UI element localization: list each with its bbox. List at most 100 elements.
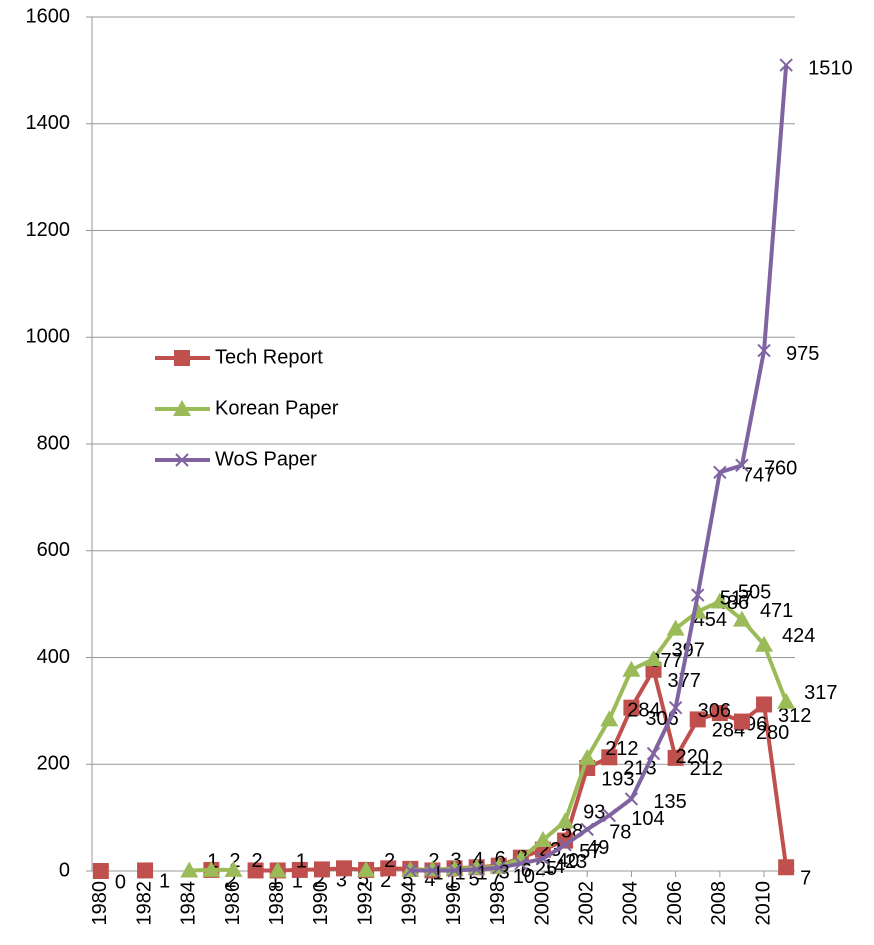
data-label: 505 xyxy=(738,582,771,604)
y-tick-label: 400 xyxy=(37,646,70,668)
marker xyxy=(777,692,796,709)
marker xyxy=(779,58,793,72)
marker xyxy=(580,822,594,837)
x-tick-label: 1988 xyxy=(266,881,288,926)
data-label: 517 xyxy=(720,587,753,609)
data-label: 1 xyxy=(454,863,465,885)
data-label: 3 xyxy=(336,870,347,892)
data-label: 2 xyxy=(225,870,236,892)
data-label: 135 xyxy=(653,791,686,813)
legend-label: Tech Report xyxy=(215,346,323,368)
legend-label: Korean Paper xyxy=(215,397,339,419)
marker xyxy=(403,863,418,878)
data-label: 280 xyxy=(756,722,789,744)
marker xyxy=(357,860,376,877)
data-label: 5 xyxy=(469,869,480,891)
x-tick-label: 2002 xyxy=(575,881,597,926)
x-tick-label: 2010 xyxy=(752,881,774,926)
data-label: 2 xyxy=(251,850,262,872)
data-label: 14 xyxy=(543,856,565,878)
x-tick-label: 1992 xyxy=(354,881,376,926)
x-tick-label: 1996 xyxy=(443,881,465,926)
series-line xyxy=(410,64,789,873)
data-label: 1 xyxy=(446,871,457,893)
data-label: 220 xyxy=(676,746,709,768)
data-label: 212 xyxy=(690,758,723,780)
data-label: 0 xyxy=(115,871,126,893)
marker xyxy=(691,588,705,602)
marker xyxy=(291,861,308,878)
marker xyxy=(492,861,506,875)
data-label: 4 xyxy=(473,849,484,871)
marker xyxy=(558,838,572,852)
data-label: 2 xyxy=(314,870,325,892)
data-label: 6 xyxy=(521,860,532,882)
marker xyxy=(578,748,597,765)
data-label: 1 xyxy=(270,871,281,893)
x-tick-label: 1982 xyxy=(133,881,155,926)
data-label: 1510 xyxy=(808,57,853,79)
marker xyxy=(646,746,661,761)
data-label: 2 xyxy=(384,850,395,872)
marker xyxy=(447,863,462,878)
marker xyxy=(380,860,397,877)
data-label: 1 xyxy=(296,851,307,873)
marker xyxy=(622,660,641,677)
y-tick-label: 1600 xyxy=(26,5,71,27)
data-label: 10 xyxy=(513,866,535,888)
data-label: 1 xyxy=(207,851,218,873)
data-label: 4 xyxy=(424,869,435,891)
x-tick-label: 2000 xyxy=(531,881,553,926)
data-label: 760 xyxy=(764,458,797,480)
legend-label: WoS Paper xyxy=(215,448,317,470)
marker xyxy=(667,749,684,766)
marker xyxy=(180,861,199,878)
marker xyxy=(735,458,749,473)
x-tick-label: 1984 xyxy=(178,881,200,926)
marker xyxy=(556,812,575,829)
data-label: 377 xyxy=(649,650,682,672)
y-tick-label: 200 xyxy=(37,753,70,775)
marker xyxy=(713,465,727,479)
marker xyxy=(689,711,706,728)
data-label: 23 xyxy=(565,851,587,873)
marker xyxy=(624,792,639,806)
data-label: 1 xyxy=(292,871,303,893)
x-tick-label: 2004 xyxy=(620,881,642,926)
data-label: 377 xyxy=(668,670,701,692)
data-label: 78 xyxy=(609,822,631,844)
data-label: 284 xyxy=(627,700,660,722)
marker xyxy=(268,861,287,878)
marker xyxy=(469,862,484,877)
marker xyxy=(732,610,751,627)
marker xyxy=(644,650,663,667)
data-label: 2 xyxy=(428,850,439,872)
x-tick-label: 1980 xyxy=(89,881,111,926)
marker xyxy=(173,400,191,416)
y-tick-label: 1000 xyxy=(26,326,71,348)
data-label: 1 xyxy=(159,871,170,893)
x-tick-label: 1994 xyxy=(399,881,421,926)
marker xyxy=(600,710,619,727)
marker xyxy=(224,860,243,877)
marker xyxy=(313,861,330,878)
data-label: 312 xyxy=(778,705,811,727)
data-label: 25 xyxy=(535,858,557,880)
marker xyxy=(711,705,728,722)
marker xyxy=(666,619,685,636)
marker xyxy=(623,699,640,716)
marker xyxy=(601,749,618,766)
data-label: 424 xyxy=(782,625,815,647)
data-label: 5 xyxy=(358,869,369,891)
data-label: 1 xyxy=(432,863,443,885)
marker xyxy=(733,713,750,730)
y-tick-label: 1400 xyxy=(26,112,71,134)
data-label: 49 xyxy=(587,837,609,859)
marker xyxy=(557,832,574,849)
y-tick-label: 1200 xyxy=(26,219,71,241)
marker xyxy=(202,860,221,877)
marker xyxy=(336,860,353,877)
marker xyxy=(514,856,528,871)
data-label: 317 xyxy=(804,682,837,704)
data-label: 57 xyxy=(579,841,601,863)
